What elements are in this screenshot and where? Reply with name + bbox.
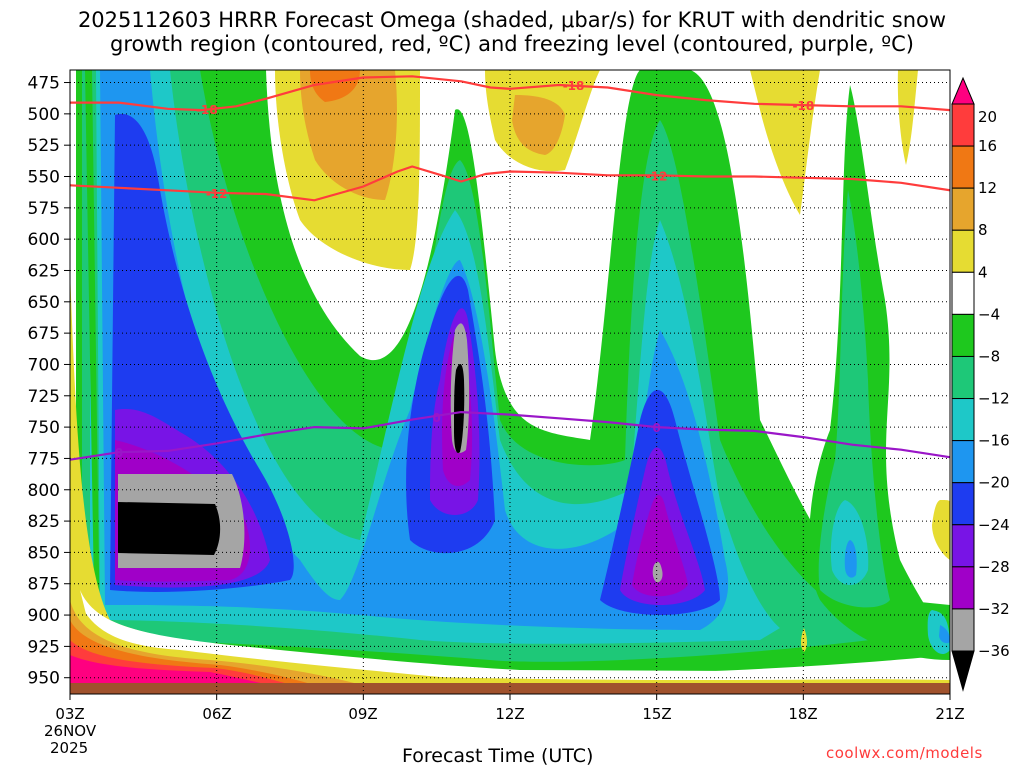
colorbar-swatch [952, 356, 974, 398]
dgz-minus12-label: -12 [203, 186, 231, 201]
freezing-level-label: 0 [651, 420, 663, 435]
svg-text:0: 0 [432, 411, 440, 425]
y-tick-label: 725 [28, 387, 60, 407]
colorbar-swatch [952, 483, 974, 525]
x-axis-ticks [70, 694, 950, 700]
colorbar-label: −28 [978, 558, 1010, 576]
y-tick-label: 825 [28, 512, 60, 532]
colorbar-swatch [952, 609, 974, 651]
svg-text:-18: -18 [196, 103, 218, 117]
y-tick-label: 550 [28, 168, 60, 188]
y-tick-label: 925 [28, 637, 60, 657]
colorbar-label: −36 [978, 642, 1010, 660]
x-tick-label: 12Z [495, 705, 524, 723]
y-tick-label: 900 [28, 606, 60, 626]
x-axis-title: Forecast Time (UTC) [402, 745, 593, 767]
colorbar-label: −24 [978, 516, 1010, 534]
y-tick-label: 750 [28, 418, 60, 438]
y-tick-label: 625 [28, 261, 60, 281]
y-tick-label: 575 [28, 199, 60, 219]
svg-text:-12: -12 [206, 187, 228, 201]
colorbar-label: −8 [978, 347, 1000, 365]
colorbar-swatch [952, 567, 974, 609]
source-credit: coolwx.com/models [826, 744, 983, 762]
forecast-date-day: 26NOV [44, 722, 96, 740]
x-tick-label: 21Z [935, 705, 964, 723]
colorbar-bottom-arrow [952, 651, 974, 690]
freezing-level-label: 0 [113, 445, 125, 460]
colorbar-label: 12 [978, 179, 997, 197]
omega-core-black-a [118, 502, 220, 555]
svg-text:0: 0 [115, 446, 123, 460]
dgz-minus18-label: -18 [193, 102, 221, 117]
svg-text:-18: -18 [563, 79, 585, 93]
x-tick-label: 06Z [202, 705, 231, 723]
y-tick-label: 675 [28, 324, 60, 344]
y-tick-label: 775 [28, 449, 60, 469]
colorbar-top-arrow [952, 78, 974, 104]
colorbar-label: 4 [978, 263, 988, 281]
colorbar: 20 16 12 8 4 −4 −8 −12 −16 −20 −24 −28 −32 −36 [952, 78, 1010, 690]
dgz-minus12-label: -12 [643, 168, 671, 183]
dgz-minus18-label: -18 [560, 78, 588, 93]
colorbar-swatch [952, 272, 974, 314]
x-tick-label: 18Z [788, 705, 817, 723]
svg-text:0: 0 [652, 421, 660, 435]
colorbar-swatch [952, 188, 974, 230]
svg-text:-12: -12 [646, 169, 668, 183]
colorbar-label: −20 [978, 474, 1010, 492]
terrain-ground-strip [70, 683, 950, 694]
chart-title-line1: 2025112603 HRRR Forecast Omega (shaded, … [0, 8, 1024, 32]
omega-time-height-chart: -18 -18 -18 -12 -12 0 0 0 475 500 525 550 575 600 625… [0, 0, 1024, 768]
colorbar-swatch [952, 146, 974, 188]
colorbar-swatch [952, 104, 974, 146]
colorbar-swatch [952, 314, 974, 356]
colorbar-label: 20 [978, 108, 997, 126]
colorbar-swatch [952, 230, 974, 272]
y-tick-label: 500 [28, 105, 60, 125]
x-tick-label: 09Z [348, 705, 377, 723]
colorbar-label: −32 [978, 600, 1010, 618]
y-tick-label: 700 [28, 355, 60, 375]
y-tick-label: 850 [28, 543, 60, 563]
y-tick-label: 875 [28, 575, 60, 595]
y-tick-label: 950 [28, 669, 60, 689]
freezing-level-label: 0 [431, 410, 443, 425]
y-axis: 475 500 525 550 575 600 625 650 675 700 725 750 775 8… [28, 74, 70, 689]
y-tick-label: 600 [28, 230, 60, 250]
dgz-minus18-label: -18 [789, 98, 817, 113]
y-tick-label: 800 [28, 481, 60, 501]
colorbar-label: 16 [978, 137, 997, 155]
x-tick-label: 03Z [55, 705, 84, 723]
y-tick-label: 525 [28, 136, 60, 156]
y-tick-label: 650 [28, 293, 60, 313]
colorbar-swatch [952, 525, 974, 567]
colorbar-label: −16 [978, 432, 1010, 450]
colorbar-label: 8 [978, 221, 988, 239]
chart-title-line2: growth region (contoured, red, ºC) and f… [0, 32, 1024, 56]
x-tick-label: 15Z [642, 705, 671, 723]
forecast-date-year: 2025 [50, 739, 88, 757]
colorbar-swatch [952, 441, 974, 483]
colorbar-label: −12 [978, 390, 1010, 408]
y-tick-label: 475 [28, 74, 60, 94]
svg-text:-18: -18 [792, 99, 814, 113]
colorbar-swatch [952, 399, 974, 441]
colorbar-label: −4 [978, 305, 1000, 323]
